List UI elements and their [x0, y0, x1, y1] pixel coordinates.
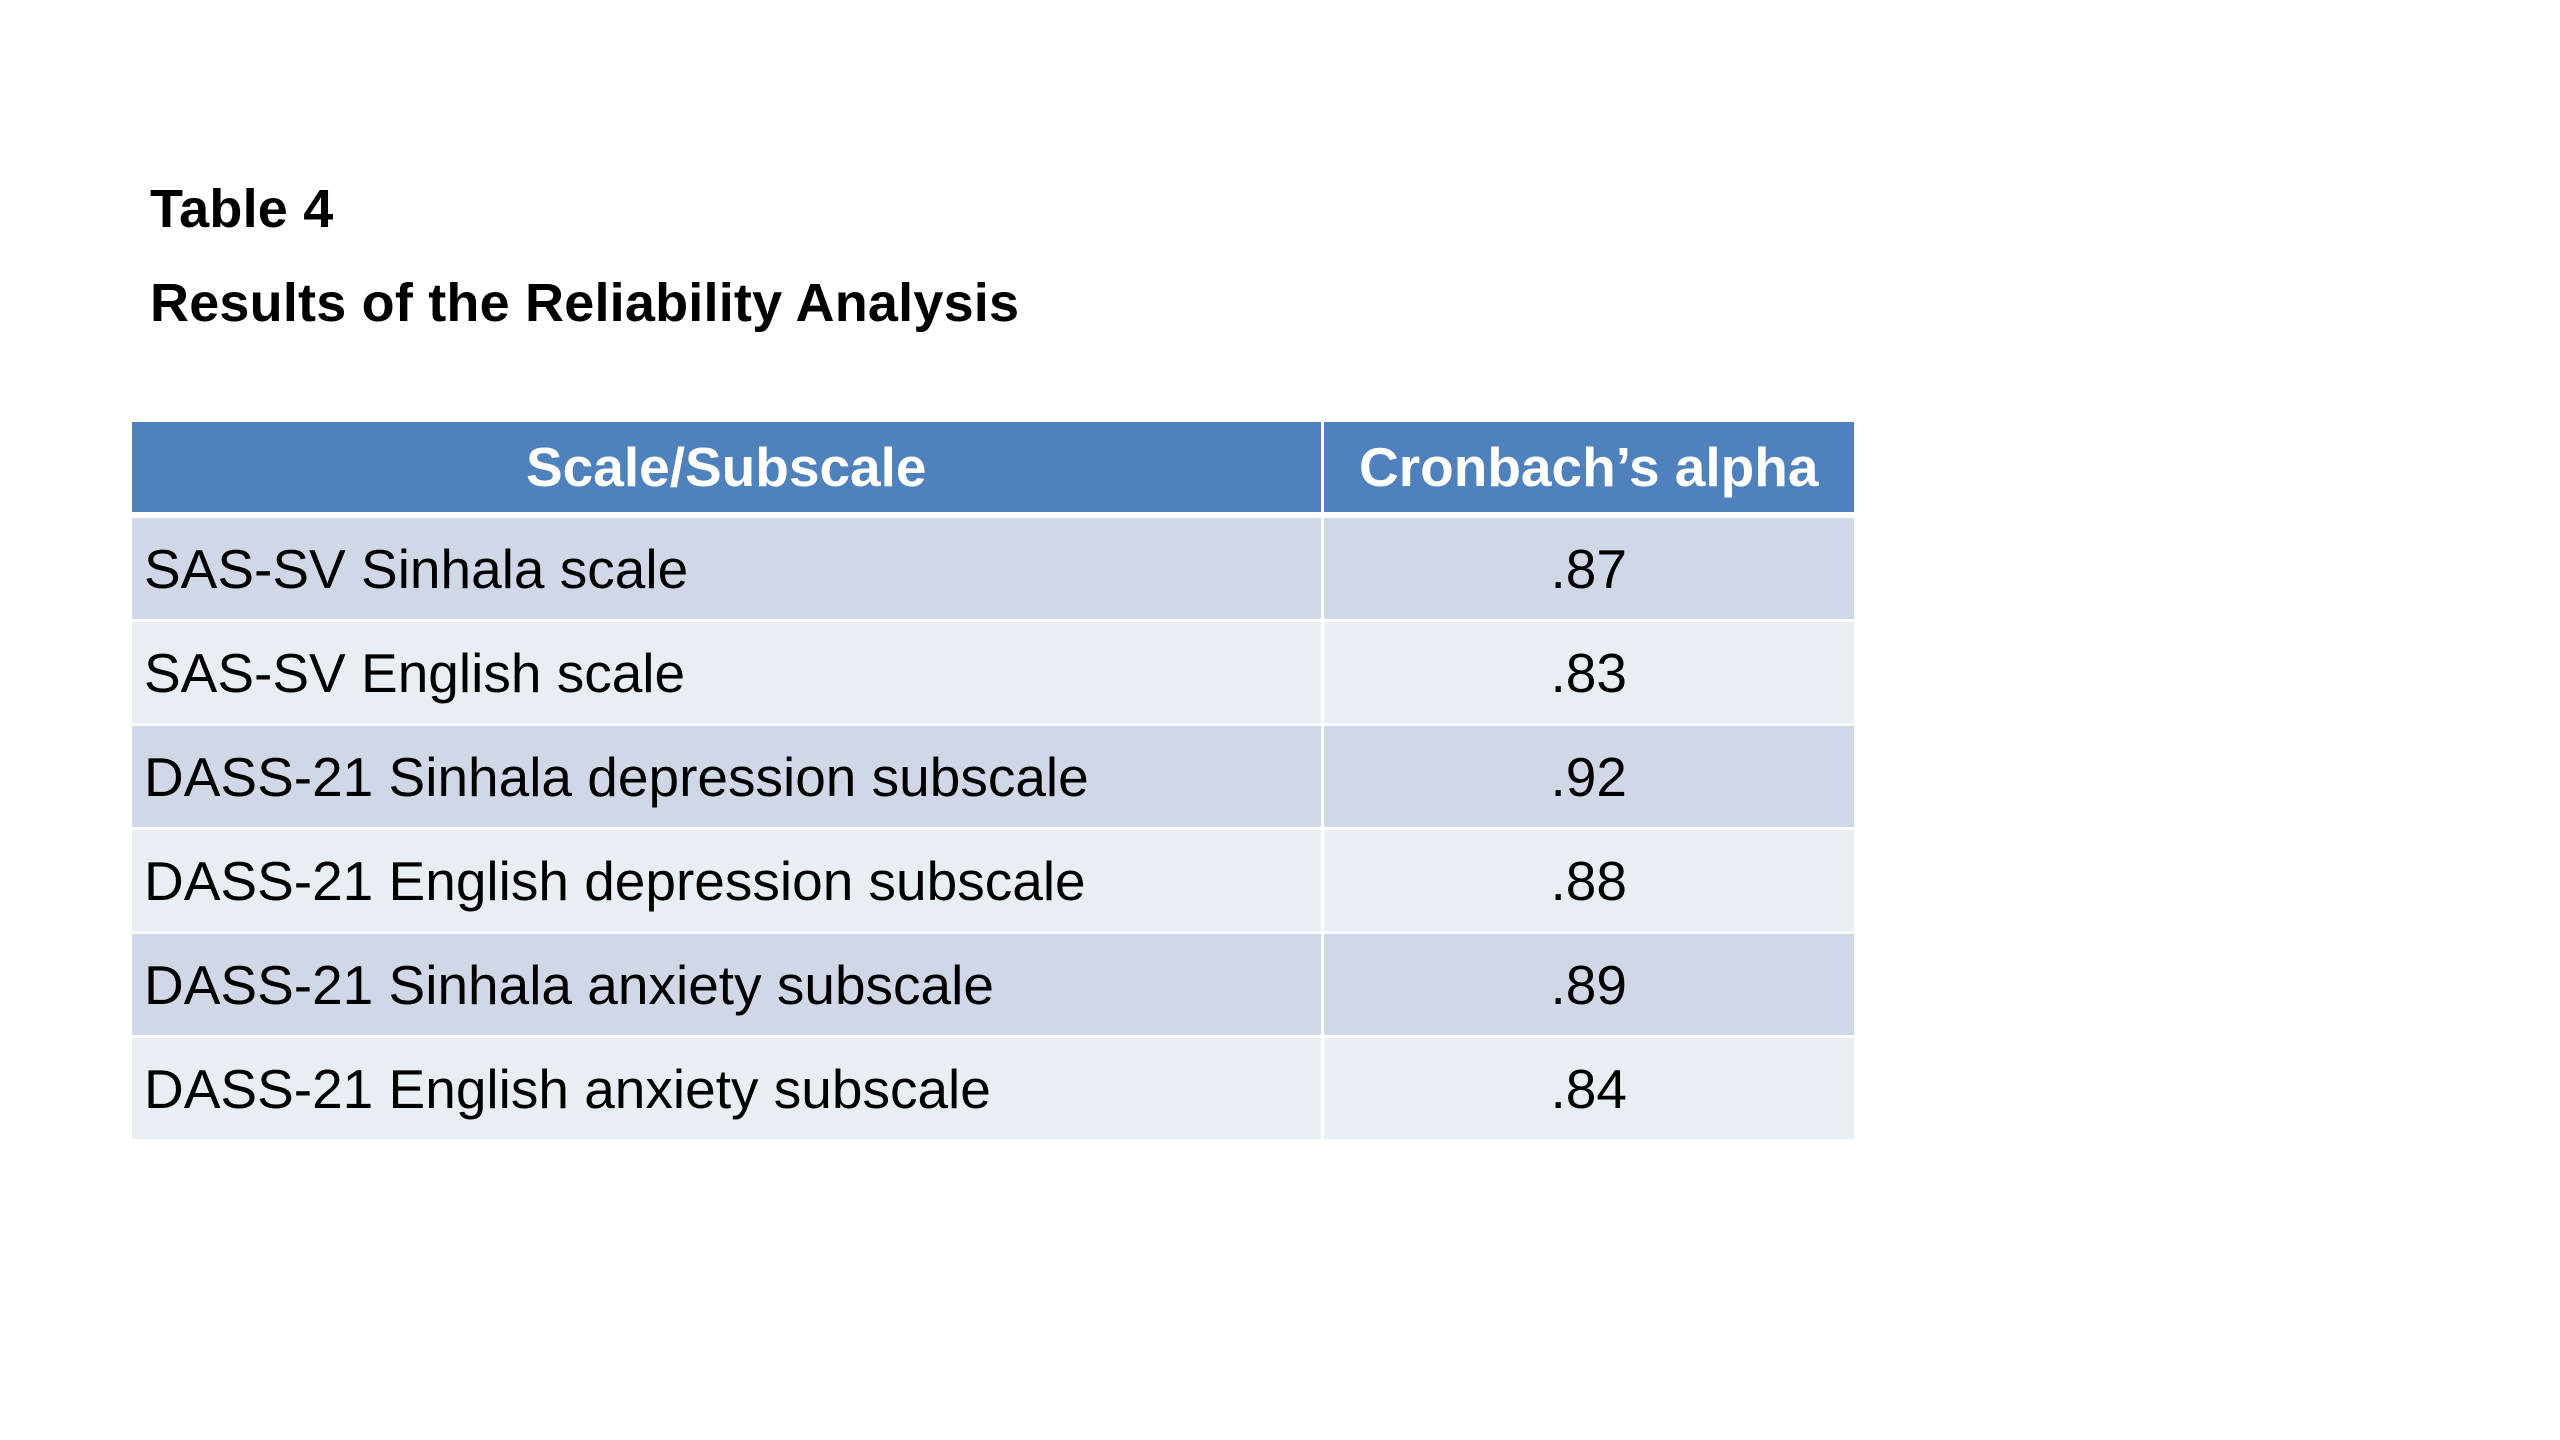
- table-number: Table 4: [150, 179, 334, 239]
- table-row: DASS-21 English depression subscale .88: [132, 828, 1854, 934]
- reliability-table-container: Scale/Subscale Cronbach’s alpha SAS-SV S…: [132, 422, 1854, 1139]
- reliability-table: Scale/Subscale Cronbach’s alpha SAS-SV S…: [132, 422, 1854, 1139]
- table-header: Scale/Subscale Cronbach’s alpha: [132, 422, 1854, 518]
- table-row: DASS-21 Sinhala anxiety subscale .89: [132, 932, 1854, 1038]
- scale-cell: SAS-SV English scale: [132, 620, 1322, 726]
- scale-cell: DASS-21 English depression subscale: [132, 828, 1322, 934]
- table-row: SAS-SV English scale .83: [132, 620, 1854, 726]
- table-row: DASS-21 English anxiety subscale .84: [132, 1036, 1854, 1139]
- alpha-cell: .87: [1320, 515, 1854, 622]
- header-row: Scale/Subscale Cronbach’s alpha: [132, 422, 1854, 518]
- scale-cell: SAS-SV Sinhala scale: [132, 515, 1322, 622]
- alpha-cell: .88: [1320, 828, 1854, 934]
- header-scale-subscale: Scale/Subscale: [132, 422, 1322, 518]
- scale-cell: DASS-21 Sinhala depression subscale: [132, 724, 1322, 830]
- table-body: SAS-SV Sinhala scale .87 SAS-SV English …: [132, 515, 1854, 1139]
- table-row: DASS-21 Sinhala depression subscale .92: [132, 724, 1854, 830]
- header-cronbachs-alpha: Cronbach’s alpha: [1320, 422, 1854, 518]
- alpha-cell: .84: [1320, 1036, 1854, 1139]
- table-caption: Results of the Reliability Analysis: [150, 273, 1020, 333]
- table-row: SAS-SV Sinhala scale .87: [132, 515, 1854, 622]
- alpha-cell: .89: [1320, 932, 1854, 1038]
- alpha-cell: .83: [1320, 620, 1854, 726]
- scale-cell: DASS-21 Sinhala anxiety subscale: [132, 932, 1322, 1038]
- alpha-cell: .92: [1320, 724, 1854, 830]
- scale-cell: DASS-21 English anxiety subscale: [132, 1036, 1322, 1139]
